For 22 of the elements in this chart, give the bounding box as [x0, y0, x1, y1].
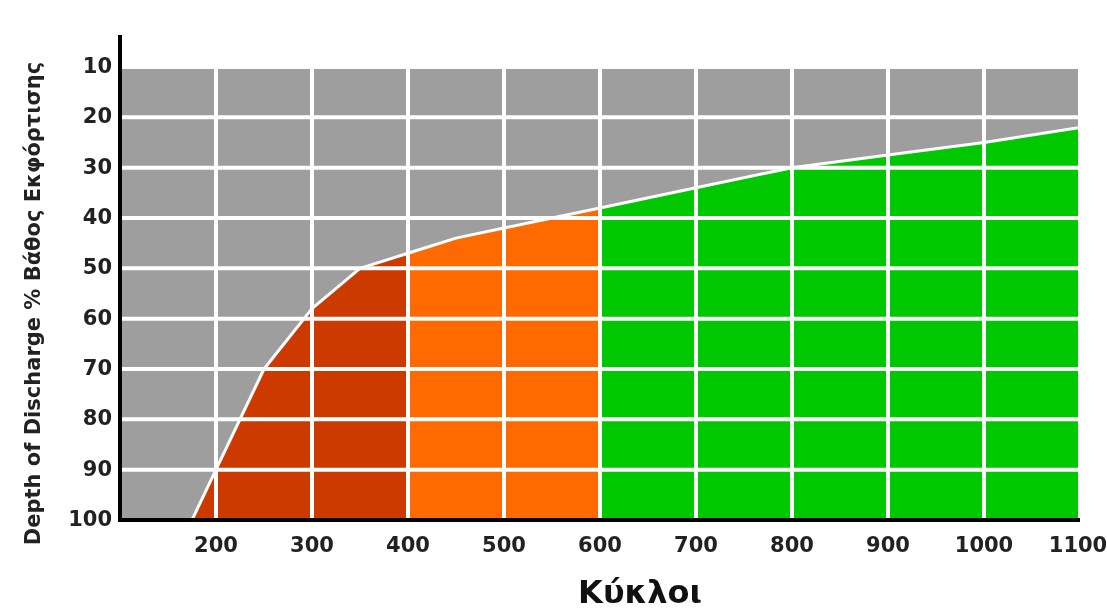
x-tick-label: 1100	[1048, 533, 1107, 557]
y-tick-label: 100	[68, 507, 112, 531]
x-tick-label: 400	[386, 533, 430, 557]
x-tick-label: 500	[482, 533, 526, 557]
y-tick-label: 60	[82, 305, 112, 330]
y-tick-label: 10	[82, 54, 112, 78]
y-tick-label: 70	[82, 356, 112, 380]
x-tick-label: 300	[290, 533, 334, 557]
x-tick-label: 600	[578, 533, 622, 557]
y-axis-title: Depth of Discharge % Βάθος Εκφόρτισης	[21, 61, 45, 546]
y-tick-label: 20	[82, 104, 112, 129]
y-tick-label: 90	[82, 456, 112, 481]
x-tick-label: 200	[194, 533, 238, 557]
y-tick-label: 30	[82, 154, 112, 179]
x-tick-label: 800	[770, 533, 814, 557]
x-tick-label: 900	[866, 533, 910, 557]
y-tick-label: 40	[82, 205, 112, 229]
y-tick-label: 50	[82, 255, 112, 280]
x-tick-label: 700	[674, 533, 718, 557]
y-tick-label: 80	[82, 406, 112, 431]
x-tick-label: 1000	[954, 533, 1014, 557]
x-axis-title: Κύκλοι	[578, 573, 702, 611]
